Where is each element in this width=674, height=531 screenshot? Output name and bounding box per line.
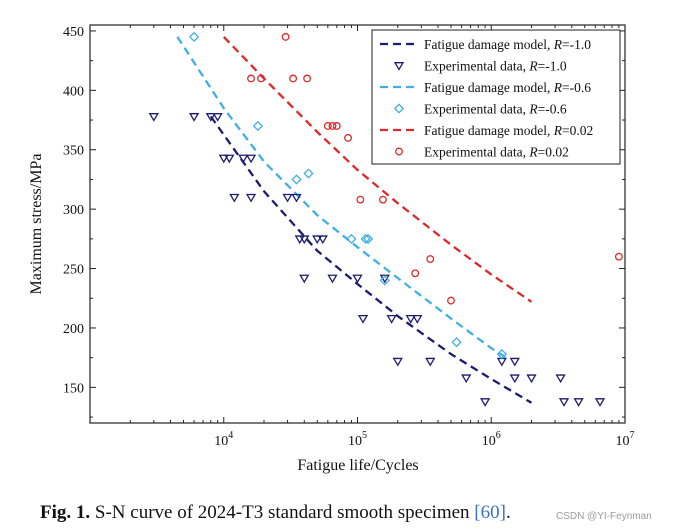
data-point-circle [289, 74, 298, 83]
data-point-circle [332, 122, 341, 130]
legend-entry-label: Fatigue damage model, R=-1.0 [424, 37, 591, 52]
data-point-triangle-down [352, 274, 363, 284]
watermark: CSDN @YI-Feynman [556, 511, 652, 522]
data-point-triangle-down [357, 315, 369, 324]
x-tick-label: 104 [214, 430, 233, 449]
data-point-circle [379, 195, 387, 204]
data-point-diamond [188, 31, 200, 42]
data-point-circle [356, 195, 365, 204]
data-point-triangle-down [148, 113, 159, 122]
data-point-triangle-down [412, 315, 423, 324]
model-curve-4 [222, 36, 533, 303]
data-point-triangle-down [479, 398, 491, 407]
caption-end: . [505, 502, 511, 523]
data-point-circle [447, 296, 455, 305]
data-point-triangle-down [526, 374, 537, 384]
data-point-triangle-down [218, 154, 229, 164]
legend-marker-sample [393, 103, 405, 114]
data-point-triangle-down [245, 193, 257, 203]
data-point-circle [323, 122, 332, 130]
data-point-triangle-down [425, 357, 436, 367]
data-point-triangle-down [312, 235, 323, 245]
data-point-triangle-down [555, 374, 566, 384]
data-point-triangle-down [299, 235, 310, 245]
caption-label: Fig. 1. [40, 502, 91, 523]
data-point-diamond [346, 233, 357, 244]
data-point-triangle-down [509, 357, 520, 367]
x-tick-label: 106 [482, 430, 501, 449]
caption-text: S-N curve of 2024-T3 standard smooth spe… [94, 502, 475, 523]
data-point-diamond [496, 348, 507, 360]
data-point-triangle-down [573, 398, 584, 407]
data-point-triangle-down [245, 154, 257, 164]
data-point-circle [328, 122, 337, 130]
data-point-circle [247, 74, 256, 83]
y-tick-label: 350 [63, 144, 84, 159]
data-point-triangle-down [238, 154, 249, 164]
y-tick-label: 250 [63, 263, 84, 278]
data-point-diamond [451, 337, 462, 348]
x-tick-label: 107 [616, 430, 635, 449]
data-point-triangle-down [299, 274, 310, 284]
data-point-triangle-down [212, 113, 223, 122]
data-point-circle [281, 32, 290, 41]
data-point-triangle-down [594, 398, 606, 407]
data-point-diamond [379, 275, 390, 286]
experimental-points [148, 31, 623, 407]
data-point-triangle-down [229, 193, 240, 203]
legend-box [371, 29, 621, 165]
x-tick-labels: 104 105 106 107 [214, 430, 634, 449]
data-point-triangle-down [291, 193, 302, 203]
x-tick-label: 105 [348, 430, 367, 449]
y-tick-label: 200 [63, 322, 84, 337]
data-point-triangle-down [205, 113, 216, 122]
data-point-circle [303, 74, 312, 83]
y-tick-label: 300 [63, 203, 84, 218]
data-point-triangle-down [558, 398, 570, 407]
y-axis-label: Maximum stress/MPa [28, 154, 45, 295]
data-point-circle [426, 255, 435, 263]
data-point-diamond [360, 233, 371, 244]
model-curve-0 [209, 115, 533, 404]
x-axis-label: Fatigue life/Cycles [297, 457, 418, 474]
data-point-triangle-down [327, 274, 338, 284]
data-point-triangle-down [282, 193, 293, 203]
legend-marker-sample [395, 147, 403, 156]
y-tick-label: 150 [63, 381, 84, 396]
y-tick-label: 400 [63, 84, 84, 99]
legend-marker-sample [393, 62, 405, 71]
data-point-circle [411, 269, 420, 278]
data-point-triangle-down [224, 154, 235, 164]
model-curve-2 [176, 36, 508, 359]
data-point-circle [614, 252, 623, 261]
caption-reference-link[interactable]: [60] [474, 502, 506, 523]
legend-entry-label: Experimental data, R=-1.0 [424, 59, 567, 74]
y-tick-labels: 150 200 250 300 350 400 450 [63, 25, 84, 396]
data-point-circle [344, 133, 353, 142]
data-point-diamond [252, 120, 264, 132]
data-point-triangle-down [496, 357, 507, 367]
legend-entry-label: Fatigue damage model, R=0.02 [424, 123, 593, 138]
legend-entry-label: Fatigue damage model, R=-0.6 [424, 80, 591, 95]
data-point-triangle-down [461, 374, 472, 384]
axis-ticks [89, 25, 626, 423]
sn-curve-chart: 104 105 106 107 150 200 250 300 350 400 450 Fatig… [28, 24, 635, 474]
model-curves [176, 36, 533, 404]
data-point-triangle-down [188, 113, 200, 122]
data-point-diamond [291, 174, 302, 185]
legend-entry-label: Experimental data, R=0.02 [424, 145, 569, 160]
legend-entry-label: Experimental data, R=-0.6 [424, 102, 567, 117]
data-point-triangle-down [392, 357, 403, 367]
data-point-triangle-down [509, 374, 520, 384]
data-point-diamond [303, 168, 314, 179]
y-tick-label: 450 [63, 25, 84, 40]
figure-caption: Fig. 1. S-N curve of 2024-T3 standard sm… [40, 502, 511, 524]
data-point-triangle-down [317, 235, 328, 245]
data-point-diamond [362, 233, 374, 244]
data-point-circle [257, 74, 265, 83]
data-point-triangle-down [386, 315, 397, 324]
data-point-triangle-down [405, 315, 416, 324]
legend: Fatigue damage model, R=-1.0 Experimental… [371, 29, 621, 165]
